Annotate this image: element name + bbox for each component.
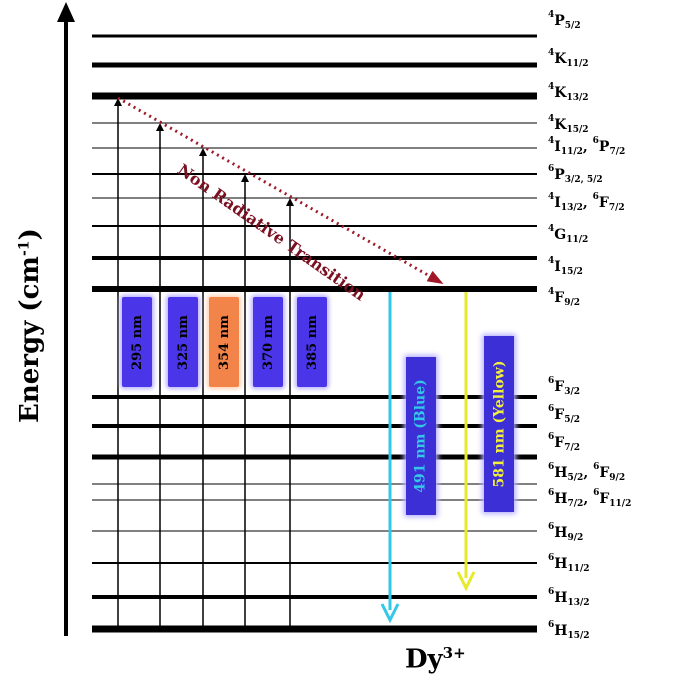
energy-level-label: 6F3/2 (548, 376, 581, 397)
energy-level-label: 4K11/2 (548, 48, 589, 69)
emission-wavelength-label: 581 nm (Yellow) (484, 336, 514, 512)
energy-level-label: 4F9/2 (548, 287, 581, 308)
energy-level-label: 6H9/2 (548, 522, 584, 543)
excitation-wavelength-label: 370 nm (253, 297, 283, 387)
energy-level-label: 6H7/2, 6F11/2 (548, 488, 632, 509)
energy-level-label: 4K15/2 (548, 114, 589, 135)
energy-level-label: 6H5/2, 6F9/2 (548, 462, 626, 483)
excitation-wavelength-label: 325 nm (168, 297, 198, 387)
energy-level-label: 6F5/2 (548, 404, 581, 425)
emission-arrowhead (380, 603, 400, 624)
energy-level-label: 4G11/2 (548, 224, 589, 245)
energy-level-label: 6F7/2 (548, 432, 581, 453)
energy-level-label: 4K13/2 (548, 82, 589, 103)
energy-axis-title: Energy (cm-1) (15, 228, 45, 423)
energy-level-label: 4I13/2, 6F7/2 (548, 192, 625, 213)
emission-wavelength-label: 491 nm (Blue) (406, 357, 436, 515)
excitation-wavelength-label: 354 nm (209, 297, 239, 387)
energy-level-label: 4I15/2 (548, 256, 583, 277)
nonradiative-arrow (117, 96, 444, 284)
energy-level-label: 6H11/2 (548, 553, 590, 574)
emission-arrowhead (456, 571, 476, 592)
ion-label: Dy3+ (405, 644, 466, 675)
energy-axis-arrowhead (57, 2, 75, 22)
energy-level-label: 6P3/2, 5/2 (548, 164, 603, 185)
energy-level-label: 6H15/2 (548, 620, 590, 641)
excitation-wavelength-label: 385 nm (297, 297, 327, 387)
energy-level-label: 6H13/2 (548, 587, 590, 608)
energy-level-label: 4I11/2, 6P7/2 (548, 136, 626, 157)
energy-level-label: 4P5/2 (548, 10, 581, 31)
excitation-wavelength-label: 295 nm (122, 297, 152, 387)
